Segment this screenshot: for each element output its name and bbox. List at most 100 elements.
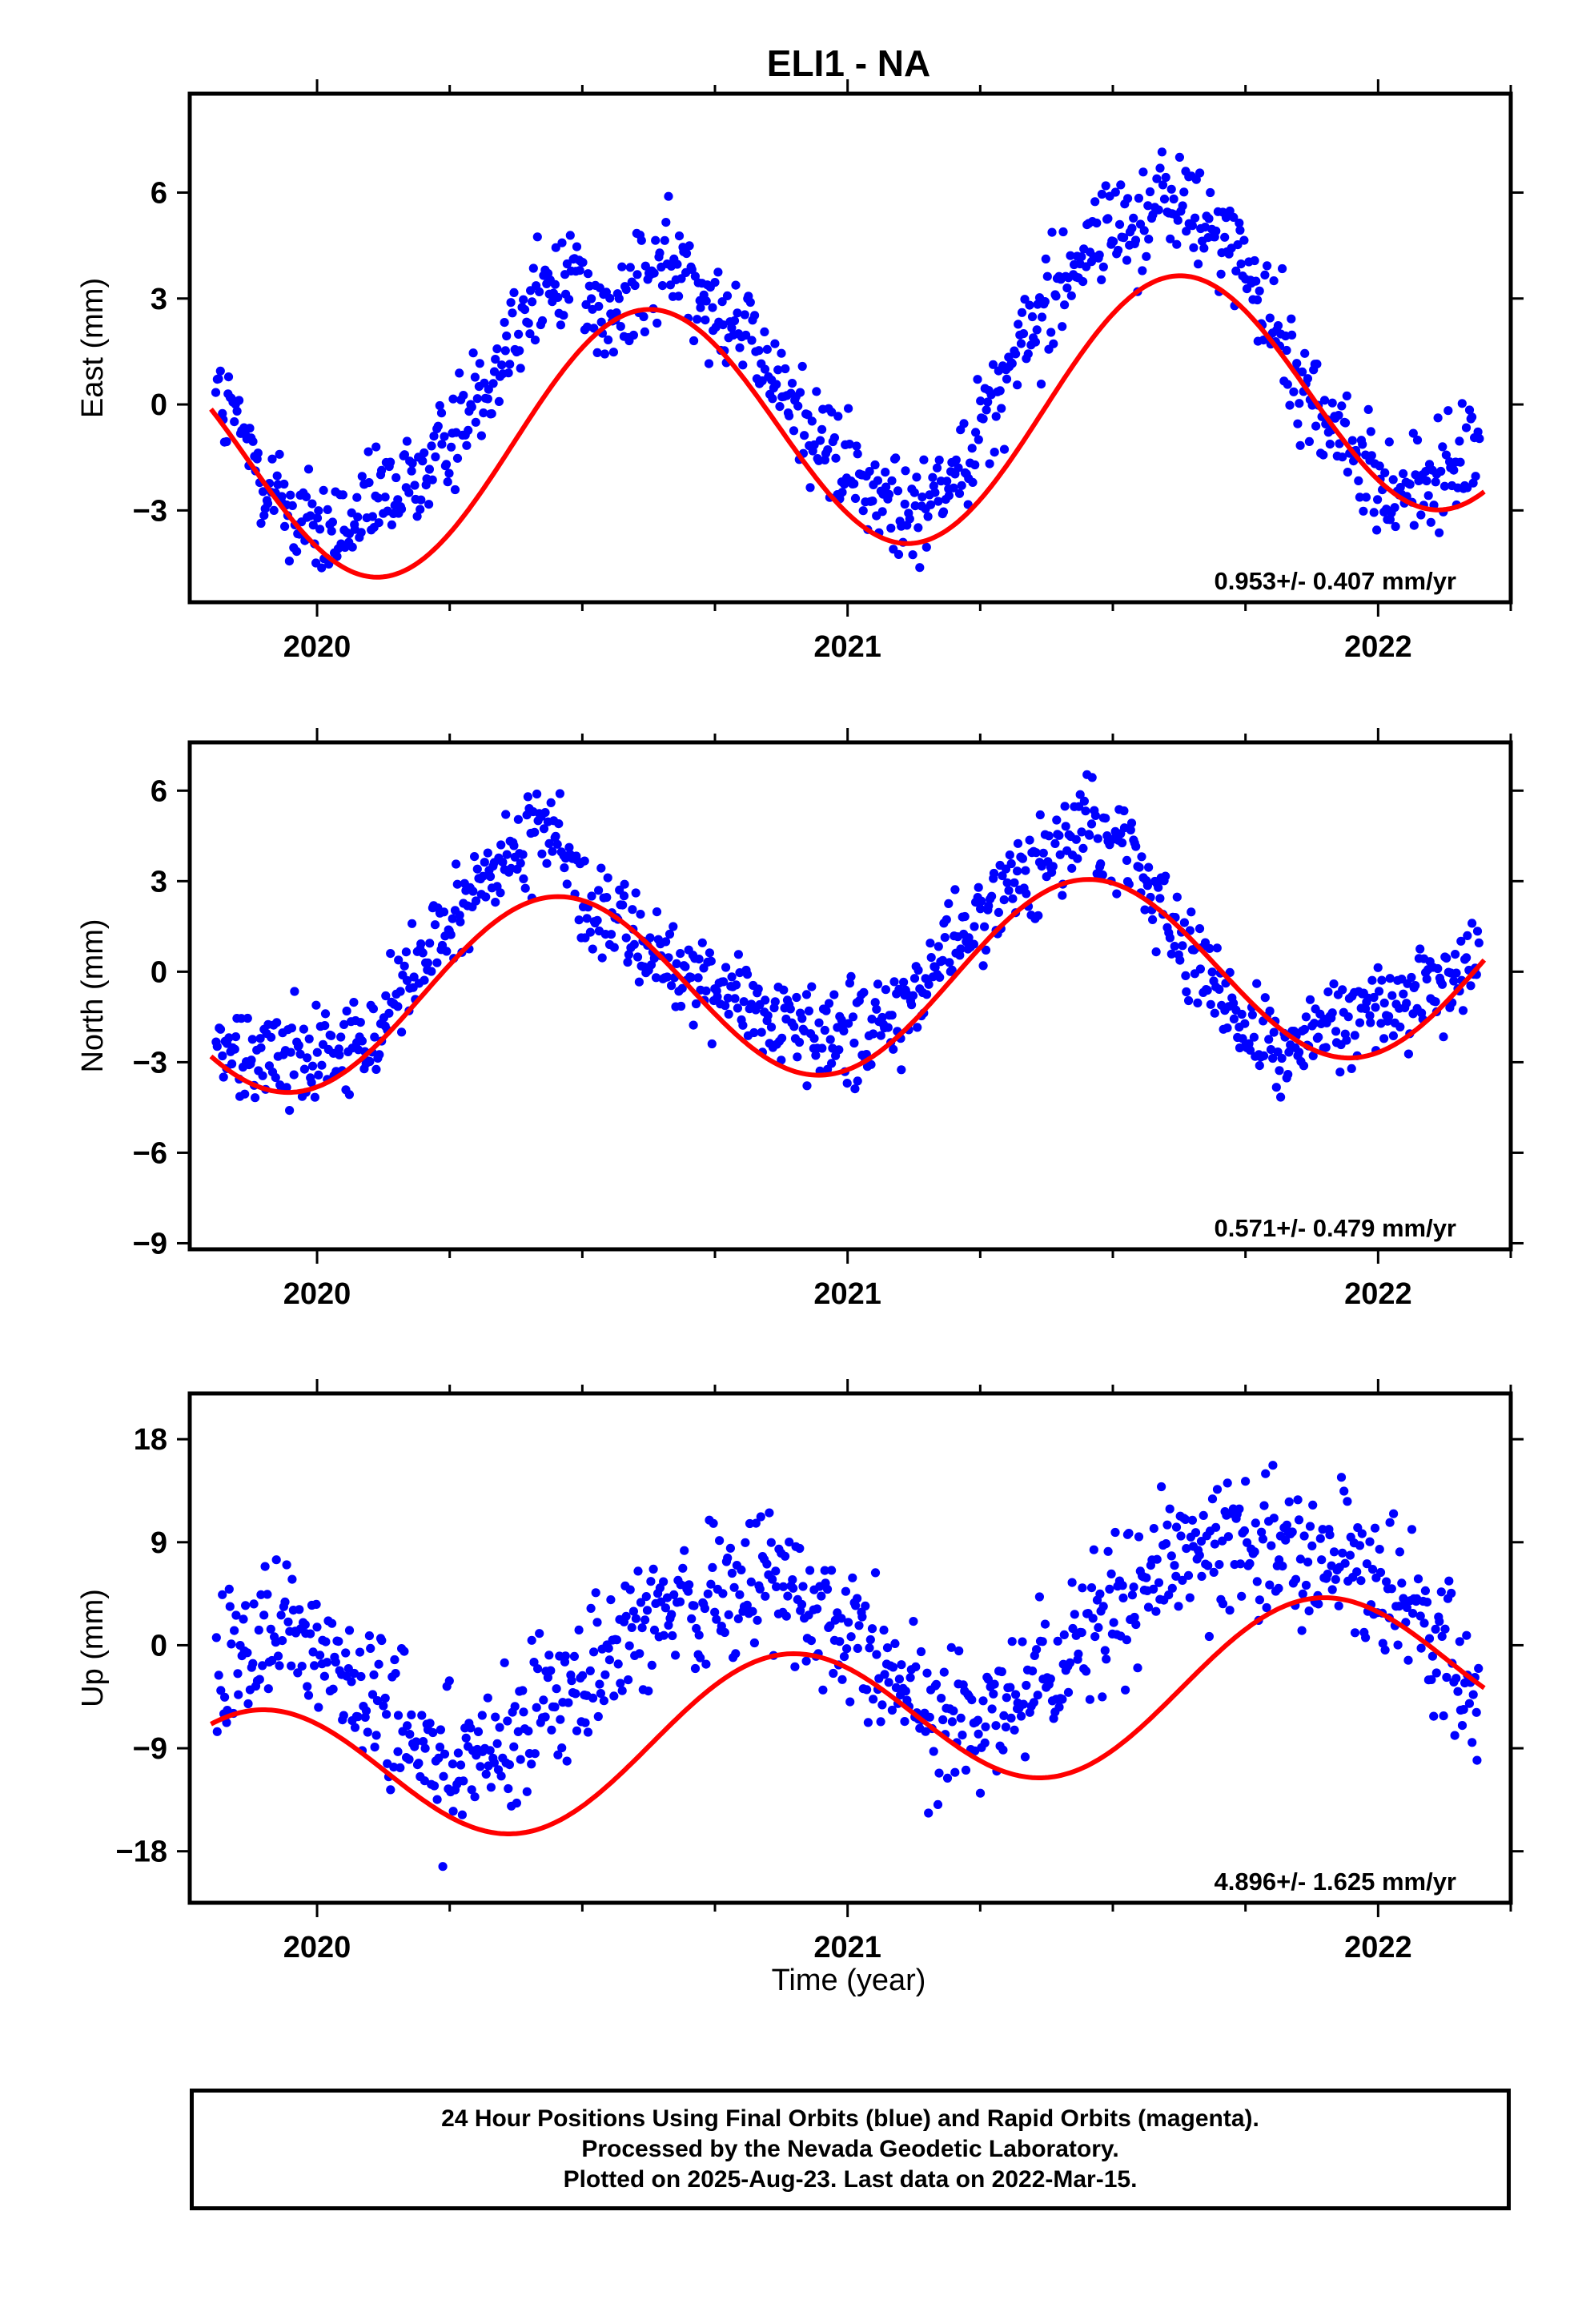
up-point bbox=[813, 1604, 822, 1614]
up-point bbox=[470, 1792, 480, 1802]
up-point bbox=[347, 1677, 356, 1687]
north-point bbox=[1456, 936, 1466, 946]
east-velocity-label: 0.953+/- 0.407 mm/yr bbox=[1215, 567, 1456, 595]
up-point bbox=[916, 1647, 926, 1657]
up-point bbox=[1459, 1705, 1468, 1715]
east-point bbox=[420, 448, 429, 458]
north-point bbox=[866, 1059, 876, 1069]
up-point bbox=[486, 1783, 496, 1792]
up-point bbox=[640, 1615, 650, 1625]
north-point bbox=[999, 895, 1009, 905]
east-point bbox=[1098, 262, 1108, 271]
north-point bbox=[423, 958, 433, 967]
north-point bbox=[1131, 842, 1141, 851]
north-point bbox=[693, 973, 703, 983]
east-point bbox=[363, 447, 373, 456]
north-point bbox=[789, 1022, 799, 1031]
north-point bbox=[592, 915, 602, 925]
up-point bbox=[1078, 1583, 1087, 1593]
north-point bbox=[1013, 838, 1023, 848]
east-point bbox=[1014, 320, 1023, 329]
east-point bbox=[286, 490, 295, 500]
east-point bbox=[455, 368, 464, 378]
east-point bbox=[317, 563, 327, 573]
north-point bbox=[1468, 919, 1477, 928]
up-point bbox=[1018, 1699, 1028, 1709]
up-point bbox=[457, 1810, 468, 1819]
east-point bbox=[1060, 300, 1070, 310]
up-point bbox=[806, 1636, 817, 1646]
east-point bbox=[1273, 321, 1283, 331]
east-point bbox=[1036, 380, 1046, 389]
up-point bbox=[350, 1723, 360, 1732]
east-point bbox=[1475, 434, 1484, 444]
east-point bbox=[1119, 233, 1129, 243]
up-point bbox=[1102, 1655, 1111, 1664]
up-point bbox=[287, 1574, 297, 1584]
up-point bbox=[420, 1776, 430, 1786]
east-point bbox=[1047, 227, 1057, 237]
up-point bbox=[1053, 1636, 1062, 1646]
east-point bbox=[307, 499, 317, 509]
up-point bbox=[564, 1698, 573, 1707]
up-point bbox=[1020, 1752, 1030, 1762]
east-point bbox=[1363, 404, 1373, 414]
north-point bbox=[311, 1000, 321, 1010]
up-point bbox=[785, 1538, 794, 1547]
up-point bbox=[1034, 1592, 1044, 1602]
east-point bbox=[1251, 276, 1261, 286]
up-point bbox=[438, 1862, 448, 1872]
up-point bbox=[364, 1631, 374, 1641]
up-point bbox=[845, 1697, 855, 1707]
north-point bbox=[801, 990, 812, 999]
east-fit-line bbox=[209, 273, 1486, 580]
up-point bbox=[481, 1769, 491, 1779]
up-point bbox=[854, 1621, 864, 1630]
north-point bbox=[585, 927, 596, 937]
east-point bbox=[1373, 495, 1383, 505]
north-point bbox=[984, 901, 994, 911]
up-point bbox=[790, 1662, 800, 1671]
east-point bbox=[480, 378, 489, 388]
north-frame bbox=[187, 740, 1513, 1252]
up-point bbox=[1161, 1539, 1171, 1549]
north-point bbox=[501, 810, 511, 819]
up-point bbox=[1167, 1583, 1177, 1593]
east-point bbox=[990, 448, 999, 457]
east-point bbox=[1292, 359, 1302, 368]
east-point bbox=[657, 281, 668, 291]
up-point bbox=[371, 1731, 381, 1740]
up-point bbox=[961, 1765, 971, 1775]
east-point bbox=[773, 365, 783, 375]
up-point bbox=[1106, 1569, 1116, 1578]
up-point bbox=[870, 1568, 881, 1578]
north-point bbox=[724, 1009, 733, 1019]
up-point bbox=[737, 1565, 746, 1574]
up-point bbox=[1447, 1588, 1456, 1598]
up-point bbox=[724, 1610, 733, 1619]
north-point bbox=[645, 933, 655, 943]
east-point bbox=[587, 294, 596, 304]
north-point bbox=[1387, 991, 1397, 1000]
up-point bbox=[1265, 1580, 1275, 1590]
east-point bbox=[1101, 181, 1110, 191]
east-point bbox=[1023, 349, 1033, 359]
east-point bbox=[267, 454, 277, 464]
east-point bbox=[817, 424, 827, 434]
east-point bbox=[760, 327, 769, 336]
up-point bbox=[625, 1585, 635, 1594]
north-point bbox=[336, 1032, 346, 1042]
up-point bbox=[669, 1590, 679, 1599]
north-point bbox=[594, 886, 604, 895]
east-point bbox=[901, 466, 910, 476]
east-point bbox=[747, 336, 757, 345]
east-point bbox=[504, 368, 513, 378]
east-point bbox=[223, 372, 234, 382]
east-point bbox=[968, 477, 978, 488]
up-point bbox=[973, 1715, 983, 1725]
east-point bbox=[1426, 517, 1435, 527]
north-point bbox=[1182, 987, 1191, 997]
north-point bbox=[994, 907, 1003, 917]
up-point bbox=[256, 1590, 266, 1599]
